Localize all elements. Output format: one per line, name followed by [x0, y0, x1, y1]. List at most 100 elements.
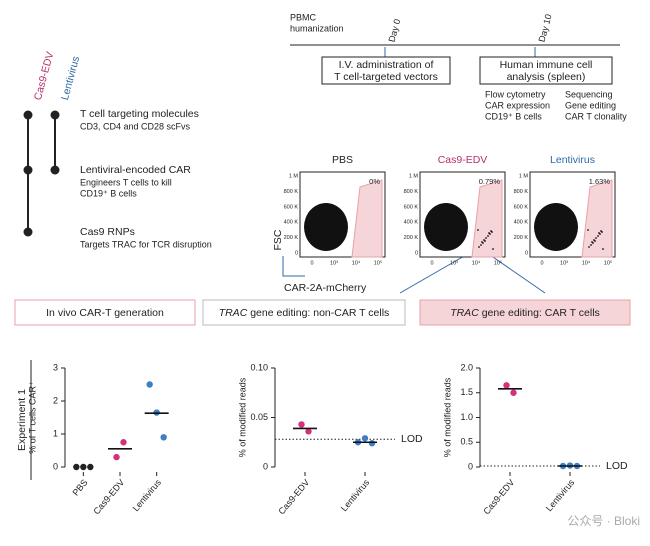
readout: Gene editing: [565, 100, 616, 110]
box-text: Human immune cell: [500, 59, 593, 71]
readout: CAR T clonality: [565, 111, 627, 121]
flow-ytick: 600 K: [404, 204, 419, 210]
flow-ytick: 1 M: [289, 173, 299, 179]
cell-dot: [487, 235, 489, 237]
banner-text: TRAC gene editing: CAR T cells: [450, 307, 600, 319]
lod-label: LOD: [606, 460, 628, 472]
data-point: [510, 389, 517, 396]
flow-ytick: 200 K: [284, 235, 299, 241]
flow-ytick: 0: [525, 250, 528, 256]
y-tick-label: 2.0: [460, 362, 473, 372]
flow-ytick: 1 M: [519, 173, 529, 179]
flow-xtick: 0: [430, 260, 433, 266]
day-label: Day 0: [387, 18, 403, 43]
arrow: [489, 254, 546, 294]
box-text: I.V. administration of: [339, 59, 434, 71]
y-tick-label: 0.5: [460, 437, 473, 447]
y-tick-label: 1: [53, 428, 58, 438]
data-point: [160, 434, 167, 441]
gate-pct: 0%: [369, 177, 380, 186]
readout: Sequencing: [565, 89, 613, 99]
flow-xtick: 0: [540, 260, 543, 266]
flow-title: Cas9-EDV: [438, 154, 488, 166]
day-label: Day 10: [537, 13, 554, 43]
timeline-box: [321, 56, 451, 85]
cell-population: [534, 203, 578, 251]
x-tick-label: PBS: [70, 477, 89, 497]
x-tick-label: Cas9-EDV: [276, 477, 311, 516]
component-title: T cell targeting molecules: [80, 108, 199, 120]
x-tick-label: Lentivirus: [131, 477, 164, 513]
cell-dot: [588, 246, 590, 248]
component-title: Cas9 RNPs: [80, 226, 135, 238]
data-point: [113, 453, 120, 461]
data-point: [305, 428, 312, 435]
data-point: [146, 381, 153, 388]
flow-title: Lentivirus: [550, 154, 595, 166]
nodes: [23, 110, 60, 237]
cell-dot: [488, 232, 490, 234]
data-point: [298, 421, 305, 428]
cell-dot: [598, 232, 600, 234]
banner: [14, 299, 196, 326]
gate-pct: 0.79%: [479, 177, 501, 186]
data-point: [361, 435, 369, 442]
data-point: [73, 463, 80, 471]
gate-pct: 1.63%: [589, 177, 611, 186]
cell-dot: [490, 230, 492, 232]
banner-em: TRAC: [219, 307, 248, 319]
y-tick-label: 0: [263, 461, 268, 471]
data-point: [87, 463, 94, 471]
y-tick-label: 0.05: [250, 412, 268, 422]
cell-dot: [602, 248, 604, 250]
cell-dot: [480, 244, 482, 246]
flow-ytick: 800 K: [284, 189, 299, 195]
watermark: 公众号 · Bloki: [567, 514, 640, 528]
component-desc: Targets TRAC for TCR disruption: [80, 239, 212, 249]
cell-dot: [600, 230, 602, 232]
cell-dot: [492, 248, 494, 250]
timeline-start: humanization: [290, 23, 344, 33]
data-point: [120, 439, 127, 446]
cell-dot: [477, 229, 479, 231]
flow-ytick: 400 K: [514, 220, 529, 226]
flow-xtick: 10⁵: [604, 259, 612, 266]
x-tick-label: Lentivirus: [544, 477, 577, 513]
y-tick-label: 3: [53, 362, 58, 372]
flow-ytick: 0: [295, 250, 298, 256]
flow-xtick: 10⁴: [582, 259, 591, 266]
flow-ytick: 800 K: [514, 189, 529, 195]
flow-y-label: FSC: [272, 229, 284, 250]
cell-dot: [478, 246, 480, 248]
flow-ytick: 400 K: [404, 220, 419, 226]
box-text: analysis (spleen): [507, 71, 586, 83]
readout: Flow cytometry: [485, 89, 546, 99]
flow-xtick: 10³: [330, 260, 338, 266]
cell-dot: [590, 244, 592, 246]
cell-dot: [591, 241, 593, 243]
cell-population: [304, 203, 348, 251]
data-point: [80, 463, 87, 471]
vector-label: Cas9-EDV: [32, 50, 56, 101]
gate: [351, 179, 383, 258]
cell-dot: [483, 239, 485, 241]
data-point: [503, 382, 510, 389]
lod-label: LOD: [401, 433, 423, 445]
y-tick-label: 0.10: [250, 362, 268, 372]
component-desc: CD3, CD4 and CD28 scFvs: [80, 121, 191, 131]
y-axis-label: % of modified reads: [237, 377, 247, 457]
flow-ytick: 1 M: [409, 173, 419, 179]
side-label: Experiment 1: [16, 389, 28, 451]
flow-xtick: 10⁴: [472, 259, 481, 266]
flow-ytick: 200 K: [514, 235, 529, 241]
cell-population: [424, 203, 468, 251]
flow-xtick: 10³: [450, 260, 458, 266]
axis-arrow: [282, 256, 305, 277]
y-tick-label: 0: [468, 461, 473, 471]
cell-dot: [597, 235, 599, 237]
banner-text: In vivo CAR-T generation: [46, 307, 164, 319]
box-text: T cell-targeted vectors: [334, 71, 438, 83]
cell-dot: [485, 237, 487, 239]
flow-ytick: 0: [415, 250, 418, 256]
